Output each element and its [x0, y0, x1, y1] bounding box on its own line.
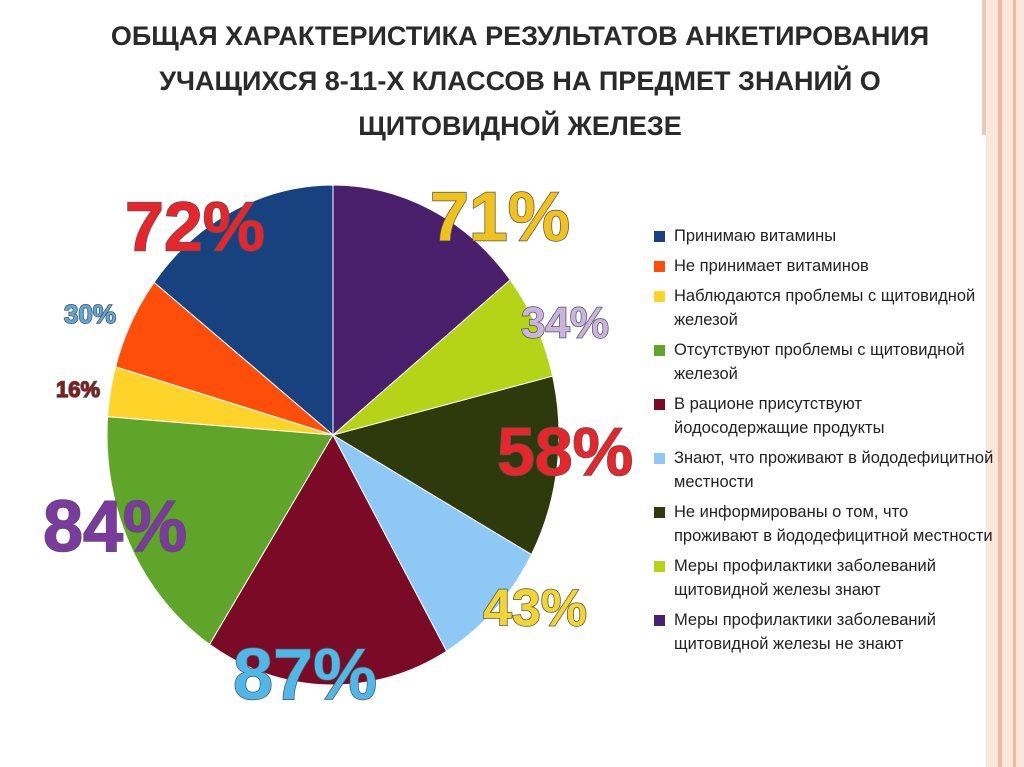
- data-label: 84%: [43, 487, 187, 567]
- legend-label: Меры профилактики заболеваний щитовидной…: [674, 611, 936, 653]
- legend-swatch: [654, 231, 665, 242]
- legend-swatch: [654, 561, 665, 572]
- legend-item: Не принимает витаминов: [652, 254, 997, 278]
- right-border: [986, 0, 1024, 767]
- legend-label: Меры профилактики заболеваний щитовидной…: [674, 557, 936, 599]
- legend-item: Отсутствуют проблемы с щитовидной железо…: [652, 338, 997, 386]
- legend-item: Меры профилактики заболеваний щитовидной…: [652, 554, 997, 602]
- data-label: 71%: [430, 177, 570, 255]
- legend-label: В рационе присутствуют йодосодержащие пр…: [674, 395, 885, 437]
- pie-slice: [106, 416, 334, 646]
- pie-slice: [332, 184, 511, 437]
- legend-label: Не принимает витаминов: [674, 257, 869, 275]
- legend-swatch: [654, 291, 665, 302]
- legend-label: Знают, что проживают в йододефицитной ме…: [674, 449, 994, 491]
- legend-item: Принимаю витамины: [652, 224, 997, 248]
- legend-label: Наблюдаются проблемы с щитовидной железо…: [674, 287, 976, 329]
- legend-label: Не информированы о том, что проживают в …: [674, 503, 993, 545]
- data-label: 58%: [497, 414, 633, 490]
- legend-item: Знают, что проживают в йододефицитной ме…: [652, 446, 997, 494]
- pie-slice: [208, 433, 448, 686]
- legend-swatch: [654, 345, 665, 356]
- data-label: 30%: [64, 299, 116, 329]
- legend-swatch: [654, 453, 665, 464]
- legend-label: Принимаю витамины: [674, 227, 837, 245]
- legend-swatch: [654, 261, 665, 272]
- pie-slice: [153, 184, 334, 437]
- data-label: 16%: [56, 377, 100, 402]
- legend-item: Меры профилактики заболеваний щитовидной…: [652, 608, 997, 656]
- legend: Принимаю витамины Не принимает витаминов Н…: [652, 224, 997, 662]
- legend-item: В рационе присутствуют йодосодержащие пр…: [652, 392, 997, 440]
- data-label: 72%: [125, 187, 265, 265]
- right-stripe: [998, 0, 1002, 767]
- pie-slice: [331, 433, 533, 652]
- right-stripe: [1013, 0, 1016, 767]
- legend-swatch: [654, 507, 665, 518]
- pie-slice: [332, 279, 554, 436]
- pie-slice: [331, 375, 560, 556]
- data-label: 87%: [233, 635, 377, 715]
- data-label: 34%: [521, 299, 609, 348]
- data-label: 43%: [483, 580, 587, 638]
- chart-title: ОБЩАЯ ХАРАКТЕРИСТИКА РЕЗУЛЬТАТОВ АНКЕТИР…: [110, 21, 930, 141]
- legend-swatch: [654, 615, 665, 626]
- legend-item: Наблюдаются проблемы с щитовидной железо…: [652, 284, 997, 332]
- top-right-bar: [982, 0, 986, 135]
- legend-label: Отсутствуют проблемы с щитовидной железо…: [674, 341, 965, 383]
- legend-swatch: [654, 399, 665, 410]
- legend-item: Не информированы о том, что проживают в …: [652, 500, 997, 548]
